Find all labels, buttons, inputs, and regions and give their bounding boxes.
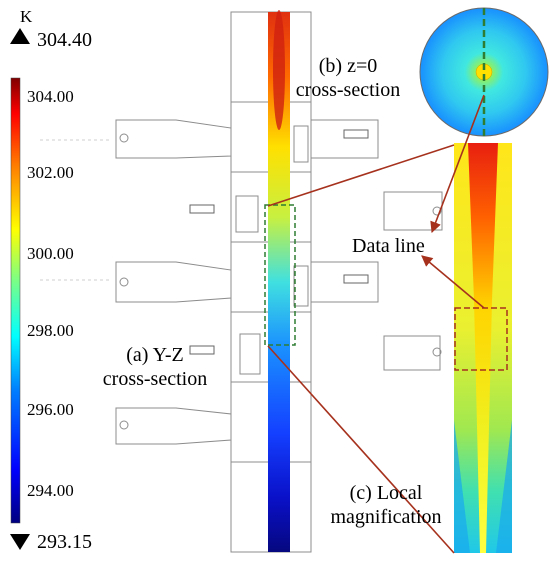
colorbar-strip [10,77,21,524]
colorbar [10,28,30,550]
magnification-core [468,143,498,553]
callouts [267,94,485,554]
colorbar-tick: 294.00 [27,481,74,500]
yz-channel [268,12,290,552]
colorbar-tick: 302.00 [27,163,74,182]
colorbar-min-label: 293.15 [37,531,92,553]
colorbar-tick: 296.00 [27,400,74,419]
magnification-cool-edge [454,420,512,553]
panel-b-label: (b) z=0 cross-section [278,54,418,102]
min-triangle-icon [10,534,30,550]
max-triangle-icon [10,28,30,44]
panel-c-title: (c) Local [349,482,423,504]
panel-c-subtitle: magnification [330,506,442,528]
data-line-label: Data line [352,235,425,257]
panel-c-label: (c) Local magnification [318,481,454,529]
panel-b-title: (b) z=0 [318,55,378,77]
panel-a-label: (a) Y-Z cross-section [80,343,230,391]
panel-a-title: (a) Y-Z [126,344,184,366]
colorbar-unit: K [20,7,33,26]
colorbar-tick: 298.00 [27,321,74,340]
colorbar-tick: 304.00 [27,87,74,106]
colorbar-max-label: 304.40 [37,29,92,51]
panel-b-subtitle: cross-section [295,79,401,101]
magnification-box [454,307,508,371]
yz-hot-core [273,10,285,130]
data-line-region [264,204,296,346]
panel-a-subtitle: cross-section [102,368,208,390]
colorbar-tick: 300.00 [27,244,74,263]
